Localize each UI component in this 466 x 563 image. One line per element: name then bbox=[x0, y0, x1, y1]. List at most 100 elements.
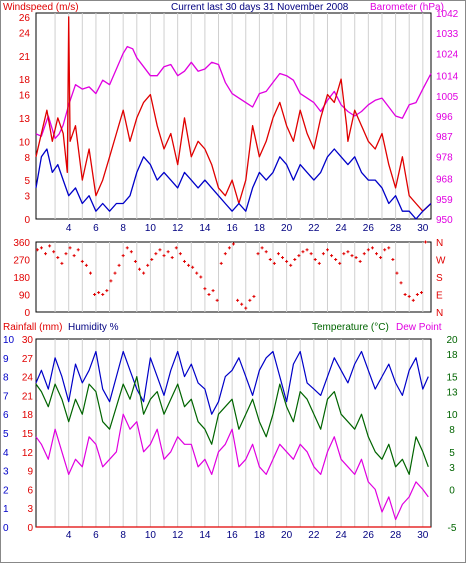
direction-point bbox=[125, 246, 129, 250]
direction-point bbox=[415, 293, 419, 296]
direction-point bbox=[289, 263, 293, 267]
temperature-tick-label: 5 bbox=[449, 448, 455, 459]
direction-point bbox=[281, 256, 285, 260]
degree-tick-label: 180 bbox=[13, 273, 30, 284]
direction-point bbox=[301, 250, 305, 254]
direction-point bbox=[252, 294, 256, 298]
wind-axis-label: Windspeed (m/s) bbox=[3, 2, 79, 13]
direction-point bbox=[321, 252, 325, 256]
humidity-tick-label: 30 bbox=[22, 335, 34, 346]
humidity-axis-label: Humidity % bbox=[68, 322, 119, 333]
humidity-tick-label: 12 bbox=[22, 448, 34, 459]
direction-point bbox=[240, 302, 244, 306]
rainfall-tick-label: 10 bbox=[3, 335, 15, 346]
x-tick-label: 16 bbox=[227, 530, 239, 541]
compass-tick-label: E bbox=[436, 291, 443, 302]
direction-point bbox=[424, 240, 428, 244]
degree-tick-label: 360 bbox=[13, 238, 30, 249]
x-tick-label: 30 bbox=[417, 530, 429, 541]
series-line bbox=[35, 148, 432, 220]
x-tick-label: 10 bbox=[145, 530, 157, 541]
direction-point bbox=[383, 248, 387, 252]
direction-point bbox=[68, 246, 72, 250]
direction-point bbox=[48, 244, 52, 248]
direction-point bbox=[76, 248, 80, 252]
barometer-tick-label: 959 bbox=[436, 195, 453, 206]
direction-point bbox=[305, 248, 309, 252]
humidity-tick-label: 15 bbox=[22, 429, 34, 440]
wind-tick-label: 16 bbox=[19, 91, 31, 102]
temperature-axis-ticks: -5 0 3 5 8 10 13 15 18 20 bbox=[446, 335, 458, 534]
x-tick-label: 18 bbox=[254, 530, 266, 541]
wind-tick-label: 10 bbox=[19, 137, 31, 148]
series-line bbox=[35, 45, 432, 140]
wind-tick-label: 3 bbox=[24, 192, 30, 203]
direction-point bbox=[391, 258, 395, 261]
direction-point bbox=[72, 254, 76, 258]
wind-direction-series bbox=[35, 240, 428, 310]
direction-point bbox=[178, 252, 182, 256]
direction-point bbox=[370, 246, 374, 250]
degree-tick-label: 270 bbox=[13, 256, 30, 267]
direction-point bbox=[362, 252, 366, 256]
wind-tick-label: 26 bbox=[19, 13, 31, 24]
wind-barometer-grid bbox=[54, 13, 424, 219]
x-tick-label: 24 bbox=[336, 223, 348, 234]
barometer-tick-label: 1042 bbox=[436, 9, 459, 20]
chart-title: Current last 30 days 31 November 2008 bbox=[171, 2, 349, 13]
direction-point bbox=[350, 254, 354, 258]
direction-point bbox=[264, 250, 268, 254]
direction-point bbox=[285, 259, 289, 263]
direction-point bbox=[358, 259, 362, 263]
direction-point bbox=[379, 256, 383, 260]
direction-point bbox=[325, 248, 329, 252]
direction-point bbox=[395, 271, 399, 275]
rainfall-axis-ticks: 0 1 2 3 4 5 6 7 8 9 10 bbox=[3, 335, 15, 534]
wind-direction-grid bbox=[54, 242, 424, 312]
direction-point bbox=[236, 298, 240, 302]
x-tick-label: 4 bbox=[66, 223, 72, 234]
temperature-tick-label: 20 bbox=[446, 335, 458, 346]
barometer-tick-label: 1033 bbox=[436, 29, 459, 40]
temperature-tick-label: 18 bbox=[446, 350, 458, 361]
dewpoint-axis-label: Dew Point bbox=[396, 322, 442, 333]
direction-point bbox=[162, 254, 166, 258]
direction-point bbox=[170, 256, 174, 260]
direction-point bbox=[334, 258, 338, 261]
barometer-tick-label: 1005 bbox=[436, 92, 459, 103]
direction-point bbox=[182, 259, 186, 263]
barometer-axis-ticks: 950 959 968 978 987 996 1005 1014 1024 1033 1042 bbox=[436, 9, 459, 226]
rainfall-tick-label: 5 bbox=[3, 429, 9, 440]
wind-barometer-x-ticks: 4 6 8 10 12 14 16 18 20 22 24 26 28 30 bbox=[66, 223, 429, 234]
direction-point bbox=[227, 246, 231, 250]
direction-point bbox=[146, 263, 150, 267]
direction-point bbox=[129, 250, 133, 254]
wind-tick-label: 13 bbox=[19, 114, 31, 125]
compass-tick-label: N bbox=[436, 308, 443, 319]
direction-point bbox=[84, 263, 88, 267]
rainfall-tick-label: 9 bbox=[3, 354, 9, 365]
humidity-tick-label: 9 bbox=[27, 467, 33, 478]
temperature-tick-label: 8 bbox=[449, 425, 455, 436]
barometer-tick-label: 950 bbox=[436, 215, 453, 226]
series-line bbox=[35, 350, 429, 415]
wind-barometer-series bbox=[35, 16, 432, 220]
direction-point bbox=[44, 252, 48, 256]
rainfall-tick-label: 6 bbox=[3, 410, 9, 421]
x-tick-label: 8 bbox=[120, 530, 126, 541]
x-tick-label: 20 bbox=[281, 530, 293, 541]
temperature-tick-label: 13 bbox=[446, 388, 458, 399]
direction-point bbox=[150, 258, 154, 261]
humidity-tick-label: 24 bbox=[22, 373, 34, 384]
rainfall-tick-label: 0 bbox=[3, 523, 9, 534]
direction-point bbox=[407, 294, 411, 298]
wind-direction-plot-area bbox=[35, 241, 432, 313]
x-tick-label: 30 bbox=[417, 223, 429, 234]
direction-point bbox=[56, 256, 60, 260]
direction-point bbox=[138, 267, 142, 271]
direction-point bbox=[354, 256, 358, 260]
direction-point bbox=[317, 261, 321, 265]
